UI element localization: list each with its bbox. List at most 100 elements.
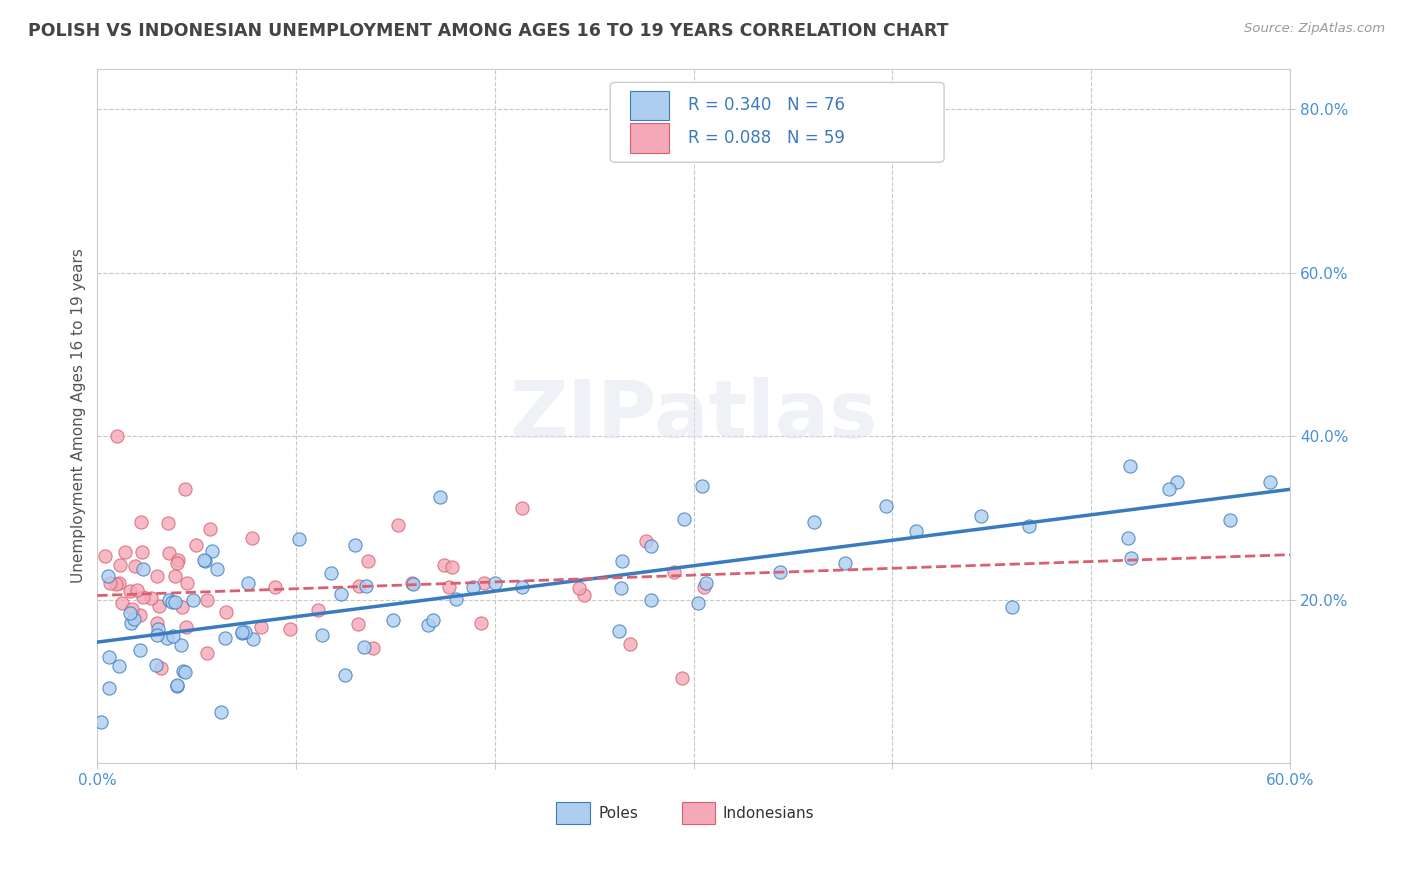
Point: [662, 565, 685, 579]
Point: [200, 522, 222, 536]
Point: [105, 429, 128, 443]
Point: [422, 613, 444, 627]
Point: [1166, 475, 1188, 489]
Point: [169, 638, 191, 652]
Point: [118, 607, 141, 621]
Point: [129, 643, 152, 657]
Point: [110, 558, 132, 572]
Point: [120, 615, 142, 630]
Point: [131, 515, 153, 529]
Point: [105, 577, 128, 591]
Point: [634, 533, 657, 548]
Point: [107, 659, 129, 673]
Point: [250, 619, 273, 633]
Point: [111, 596, 134, 610]
Point: [209, 705, 232, 719]
Point: [610, 581, 633, 595]
Point: [769, 566, 792, 580]
Point: [619, 638, 641, 652]
Point: [242, 632, 264, 647]
Point: [174, 620, 197, 634]
Point: [307, 603, 329, 617]
Point: [1001, 600, 1024, 615]
Bar: [557, 802, 591, 824]
Text: R = 0.088   N = 59: R = 0.088 N = 59: [688, 129, 845, 147]
Point: [156, 631, 179, 645]
Point: [333, 668, 356, 682]
Point: [97, 681, 120, 695]
Point: [572, 588, 595, 602]
Point: [172, 600, 194, 615]
Point: [132, 590, 155, 604]
Point: [568, 581, 591, 595]
Point: [157, 516, 180, 530]
Point: [93, 549, 115, 563]
Point: [484, 575, 506, 590]
Point: [461, 580, 484, 594]
Text: Source: ZipAtlas.com: Source: ZipAtlas.com: [1244, 22, 1385, 36]
Point: [166, 556, 188, 570]
Point: [121, 602, 143, 616]
Point: [416, 618, 439, 632]
Point: [357, 554, 380, 568]
Point: [444, 591, 467, 606]
Point: [693, 580, 716, 594]
Point: [610, 554, 633, 568]
Point: [278, 623, 301, 637]
Point: [201, 544, 224, 558]
Point: [146, 623, 169, 637]
Point: [195, 646, 218, 660]
Point: [150, 661, 173, 675]
Point: [157, 592, 180, 607]
Text: Indonesians: Indonesians: [723, 805, 814, 821]
Point: [127, 583, 149, 598]
Point: [343, 538, 366, 552]
Point: [132, 562, 155, 576]
Point: [347, 617, 370, 632]
Point: [1258, 475, 1281, 490]
Point: [184, 538, 207, 552]
Point: [231, 625, 253, 640]
Point: [124, 558, 146, 573]
Point: [146, 569, 169, 583]
Bar: [630, 123, 669, 153]
Text: R = 0.340   N = 76: R = 0.340 N = 76: [688, 96, 845, 114]
Point: [433, 558, 456, 572]
Point: [695, 576, 717, 591]
Point: [98, 650, 121, 665]
Point: [472, 575, 495, 590]
Point: [215, 605, 238, 619]
Text: Poles: Poles: [598, 805, 638, 821]
Point: [195, 592, 218, 607]
Y-axis label: Unemployment Among Ages 16 to 19 years: Unemployment Among Ages 16 to 19 years: [72, 248, 86, 583]
Point: [205, 561, 228, 575]
Point: [145, 657, 167, 672]
Point: [441, 560, 464, 574]
Point: [1219, 513, 1241, 527]
Point: [148, 599, 170, 613]
Point: [354, 579, 377, 593]
Text: ZIPatlas: ZIPatlas: [509, 376, 877, 455]
Point: [1116, 531, 1139, 545]
Point: [231, 626, 253, 640]
Point: [672, 512, 695, 526]
Point: [264, 580, 287, 594]
Point: [1119, 459, 1142, 474]
Point: [640, 539, 662, 553]
Point: [402, 577, 425, 591]
FancyBboxPatch shape: [610, 82, 943, 162]
Point: [387, 518, 409, 533]
Point: [640, 593, 662, 607]
Point: [240, 531, 263, 545]
Point: [131, 545, 153, 559]
Point: [172, 664, 194, 678]
Point: [834, 556, 856, 570]
Point: [145, 628, 167, 642]
Point: [139, 591, 162, 606]
Point: [692, 479, 714, 493]
Point: [688, 596, 710, 610]
Point: [122, 612, 145, 626]
Point: [157, 547, 180, 561]
Point: [160, 595, 183, 609]
Point: [97, 569, 120, 583]
